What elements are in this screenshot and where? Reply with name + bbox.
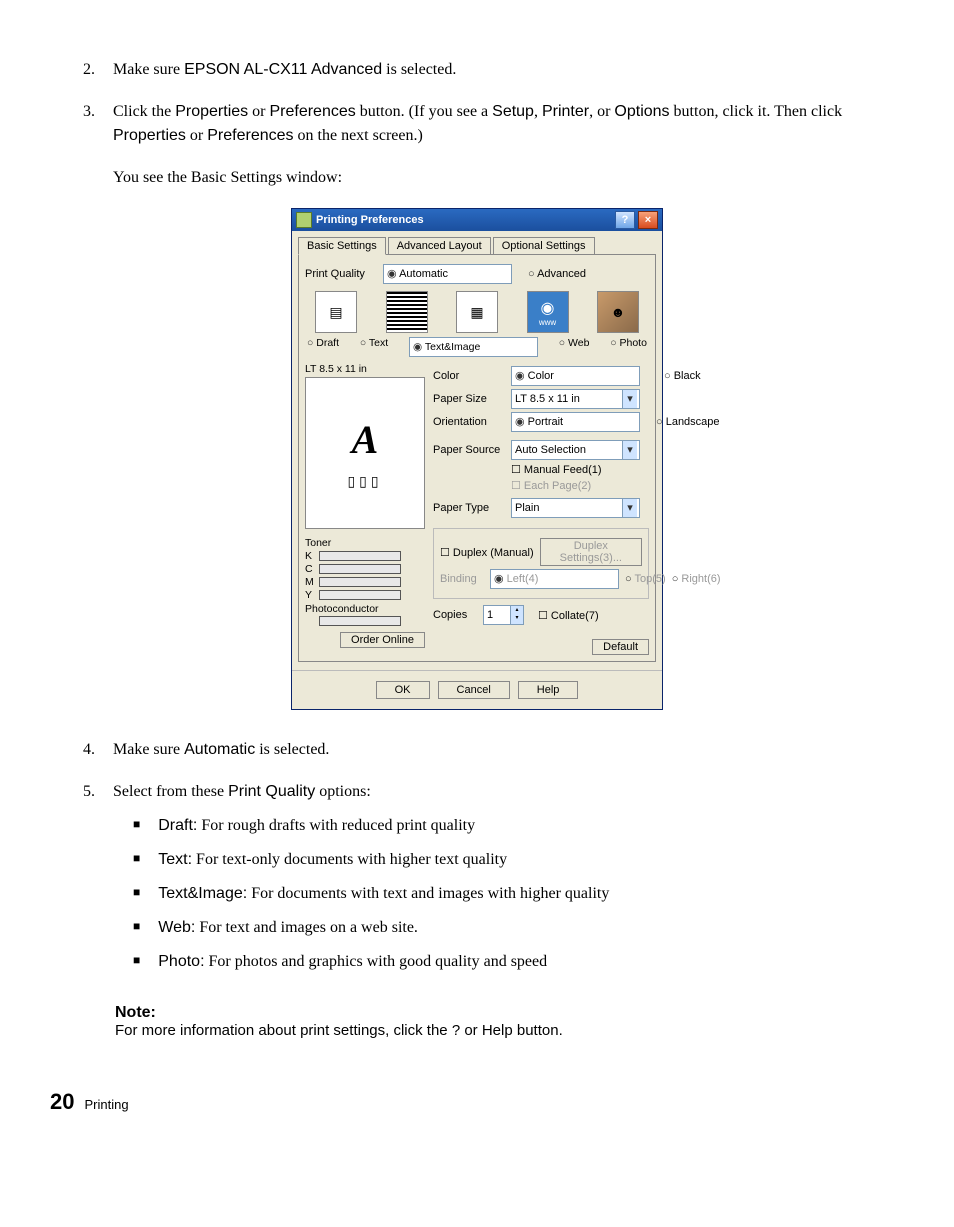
toner-label: Toner [305, 537, 425, 549]
paper-size-label: Paper Size [433, 393, 511, 405]
toner-m: M [305, 576, 425, 588]
product-name: EPSON AL-CX11 Advanced [184, 61, 382, 78]
step-3-subtext: You see the Basic Settings window: [113, 166, 904, 190]
step-4: 4. Make sure Automatic is selected. [50, 738, 904, 762]
color-label: Color [433, 370, 511, 382]
radio-binding-top: Top(5) [625, 573, 666, 585]
step-3-number: 3. [50, 100, 113, 190]
thumb-photo[interactable]: ☻ [597, 291, 639, 333]
tab-advanced-layout[interactable]: Advanced Layout [388, 237, 491, 254]
paper-zone-label: LT 8.5 x 11 in [305, 363, 425, 377]
photoconductor-label: Photoconductor [305, 603, 425, 615]
radio-text[interactable]: Text [360, 337, 388, 357]
list-item: Text&Image: For documents with text and … [113, 882, 904, 906]
step-5-body: Select from these Print Quality options:… [113, 780, 904, 984]
toner-y: Y [305, 589, 425, 601]
step-2: 2. Make sure EPSON AL-CX11 Advanced is s… [50, 58, 904, 82]
radio-automatic[interactable]: Automatic [383, 264, 512, 284]
preview-pages-icon: ▯▯▯ [347, 473, 382, 490]
check-each-page: Each Page(2) [511, 479, 591, 492]
tabs: Basic Settings Advanced Layout Optional … [292, 231, 662, 254]
photoconductor-bar [305, 616, 425, 626]
default-button[interactable]: Default [592, 639, 649, 655]
dialog-buttons: OK Cancel Help [292, 670, 662, 709]
step-4-body: Make sure Automatic is selected. [113, 738, 904, 762]
dialog-screenshot: Printing Preferences ? × Basic Settings … [50, 208, 904, 710]
list-item: Draft: For rough drafts with reduced pri… [113, 814, 904, 838]
titlebar: Printing Preferences ? × [292, 209, 662, 231]
page-preview: A ▯▯▯ [305, 377, 425, 529]
thumb-draft[interactable]: ▤ [315, 291, 357, 333]
radio-photo[interactable]: Photo [610, 337, 647, 357]
paper-source-label: Paper Source [433, 444, 511, 456]
quality-thumbnails: ▤ ▦ ◉www ☻ [305, 287, 649, 337]
ok-button[interactable]: OK [376, 681, 430, 699]
orientation-label: Orientation [433, 416, 511, 428]
list-item: Photo: For photos and graphics with good… [113, 950, 904, 974]
radio-color[interactable]: Color [511, 366, 640, 386]
step-2-body: Make sure EPSON AL-CX11 Advanced is sele… [113, 58, 904, 82]
radio-advanced[interactable]: Advanced [528, 268, 586, 280]
step-5-number: 5. [50, 780, 113, 984]
paper-size-combo[interactable]: LT 8.5 x 11 in [511, 389, 640, 409]
copies-label: Copies [433, 609, 483, 621]
step-2-number: 2. [50, 58, 113, 82]
check-collate[interactable]: Collate(7) [538, 609, 599, 622]
toner-c: C [305, 563, 425, 575]
step-4-number: 4. [50, 738, 113, 762]
printing-preferences-dialog: Printing Preferences ? × Basic Settings … [291, 208, 663, 710]
help-button[interactable]: Help [518, 681, 579, 699]
note-heading: Note: [115, 1004, 904, 1022]
titlebar-help-button[interactable]: ? [615, 211, 635, 229]
step-3: 3. Click the Properties or Preferences b… [50, 100, 904, 190]
left-column: LT 8.5 x 11 in A ▯▯▯ Toner K C M Y Photo… [305, 363, 425, 648]
radio-binding-right: Right(6) [672, 573, 721, 585]
check-manual-feed[interactable]: Manual Feed(1) [511, 463, 602, 476]
cancel-button[interactable]: Cancel [438, 681, 510, 699]
right-column: Color Color Black Paper Size LT 8.5 x 11… [433, 366, 649, 655]
radio-black[interactable]: Black [664, 370, 701, 382]
radio-binding-left: Left(4) [490, 569, 619, 589]
toner-k: K [305, 550, 425, 562]
footer-section: Printing [84, 1097, 128, 1112]
page-number: 20 [50, 1089, 74, 1114]
thumb-web[interactable]: ◉www [527, 291, 569, 333]
print-quality-label: Print Quality [305, 268, 383, 280]
check-duplex[interactable]: Duplex (Manual) [440, 546, 534, 559]
binding-label: Binding [440, 573, 490, 585]
window-title: Printing Preferences [316, 214, 424, 226]
toner-status: Toner K C M Y Photoconductor Order Onlin… [305, 537, 425, 648]
paper-type-label: Paper Type [433, 502, 511, 514]
note-block: Note: For more information about print s… [115, 1004, 904, 1039]
tab-panel-basic: Print Quality Automatic Advanced ▤ ▦ ◉ww… [298, 254, 656, 662]
print-quality-row: Print Quality Automatic Advanced [305, 264, 649, 284]
radio-portrait[interactable]: Portrait [511, 412, 640, 432]
radio-textimage[interactable]: Text&Image [409, 337, 538, 357]
duplex-settings-button: Duplex Settings(3)... [540, 538, 642, 566]
quality-radio-row: Draft Text Text&Image Web Photo [305, 337, 649, 363]
note-body: For more information about print setting… [115, 1022, 904, 1039]
thumb-text[interactable] [386, 291, 428, 333]
duplex-group: Duplex (Manual) Duplex Settings(3)... Bi… [433, 528, 649, 599]
titlebar-close-button[interactable]: × [638, 211, 658, 229]
quality-options-list: Draft: For rough drafts with reduced pri… [113, 814, 904, 974]
step-5: 5. Select from these Print Quality optio… [50, 780, 904, 984]
list-item: Text: For text-only documents with highe… [113, 848, 904, 872]
radio-landscape[interactable]: Landscape [656, 416, 720, 428]
radio-draft[interactable]: Draft [307, 337, 339, 357]
list-item: Web: For text and images on a web site. [113, 916, 904, 940]
step-3-body: Click the Properties or Preferences butt… [113, 100, 904, 190]
tab-basic-settings[interactable]: Basic Settings [298, 237, 386, 255]
order-online-button[interactable]: Order Online [340, 632, 425, 648]
paper-type-combo[interactable]: Plain [511, 498, 640, 518]
tab-optional-settings[interactable]: Optional Settings [493, 237, 595, 254]
copies-spinner[interactable]: 1 [483, 605, 524, 625]
page-footer: 20 Printing [50, 1089, 904, 1115]
paper-source-combo[interactable]: Auto Selection [511, 440, 640, 460]
thumb-textimage[interactable]: ▦ [456, 291, 498, 333]
preview-letter-icon: A [352, 416, 379, 463]
printer-icon [296, 212, 312, 228]
radio-web[interactable]: Web [559, 337, 590, 357]
